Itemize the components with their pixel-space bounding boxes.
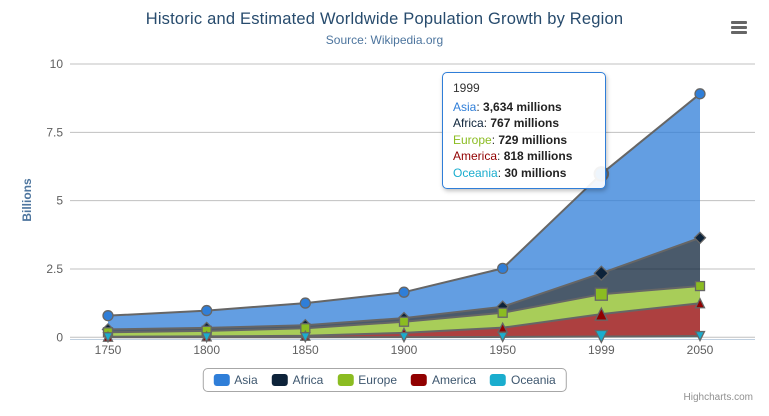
hamburger-menu-icon (731, 25, 747, 29)
hamburger-menu-icon (731, 20, 747, 24)
marker-europe-1999[interactable] (594, 287, 608, 301)
legend-item-europe[interactable]: Europe (337, 373, 397, 387)
marker-asia-1750[interactable] (102, 310, 114, 322)
chart-subtitle: Source: Wikipedia.org (325, 33, 444, 47)
legend-item-africa[interactable]: Africa (271, 373, 324, 387)
legend-item-asia[interactable]: Asia (213, 373, 258, 387)
marker-america-1999[interactable] (594, 306, 609, 321)
marker-africa-2050[interactable] (693, 231, 707, 245)
marker-oceania-2050[interactable] (694, 330, 706, 342)
marker-asia-1800[interactable] (201, 304, 213, 317)
legend-label: Africa (292, 373, 324, 387)
legend-swatch (213, 374, 230, 386)
legend-label: America (432, 373, 477, 387)
legend-swatch (411, 374, 428, 386)
legend-label: Asia (234, 373, 258, 387)
x-axis-label: 1800 (193, 343, 220, 357)
export-menu-button[interactable] (728, 17, 750, 37)
marker-oceania-1900[interactable] (398, 331, 410, 344)
area-africa[interactable] (108, 237, 700, 333)
legend: Asia Africa Europe America Oceania (202, 368, 567, 392)
legend-item-oceania[interactable]: Oceania (490, 373, 556, 387)
marker-europe-2050[interactable] (694, 280, 706, 292)
legend-swatch (490, 374, 507, 386)
x-axis-label: 1999 (588, 343, 615, 357)
marker-oceania-1750[interactable] (102, 332, 114, 344)
y-axis-label: 0 (56, 330, 63, 344)
x-axis-label: 2050 (687, 343, 714, 357)
marker-asia-2050[interactable] (694, 88, 706, 100)
legend-label: Europe (358, 373, 398, 387)
legend-swatch (337, 374, 354, 386)
marker-asia-1999[interactable] (593, 166, 610, 182)
hamburger-menu-icon (731, 30, 747, 34)
credits-link[interactable]: Highcharts.com (683, 392, 753, 403)
legend-item-america[interactable]: America (411, 373, 476, 387)
y-axis-label: 5 (56, 194, 63, 208)
area-asia[interactable] (108, 93, 700, 330)
marker-oceania-1950[interactable] (497, 331, 509, 343)
y-axis-label: 10 (50, 57, 64, 71)
marker-asia-1950[interactable] (497, 262, 509, 275)
y-axis-title: Billions (20, 178, 34, 222)
x-axis-label: 1900 (391, 343, 418, 357)
chart-title: Historic and Estimated Worldwide Populat… (145, 10, 624, 28)
marker-america-2050[interactable] (694, 297, 706, 309)
y-axis-label: 2.5 (46, 262, 63, 276)
legend-label: Oceania (511, 373, 556, 387)
x-axis-label: 1850 (292, 343, 319, 357)
marker-africa-1999[interactable] (593, 265, 610, 282)
x-axis-label: 1750 (95, 343, 122, 357)
x-axis-label: 1950 (489, 343, 516, 357)
marker-oceania-1999[interactable] (594, 329, 609, 344)
marker-asia-1850[interactable] (299, 297, 311, 309)
marker-oceania-1850[interactable] (299, 332, 311, 344)
y-axis-label: 7.5 (46, 125, 63, 139)
area-america[interactable] (108, 303, 700, 338)
marker-europe-1950[interactable] (497, 307, 508, 318)
marker-oceania-1800[interactable] (201, 332, 213, 344)
legend-swatch (271, 374, 288, 386)
marker-europe-1900[interactable] (398, 316, 410, 327)
marker-asia-1900[interactable] (398, 286, 410, 298)
